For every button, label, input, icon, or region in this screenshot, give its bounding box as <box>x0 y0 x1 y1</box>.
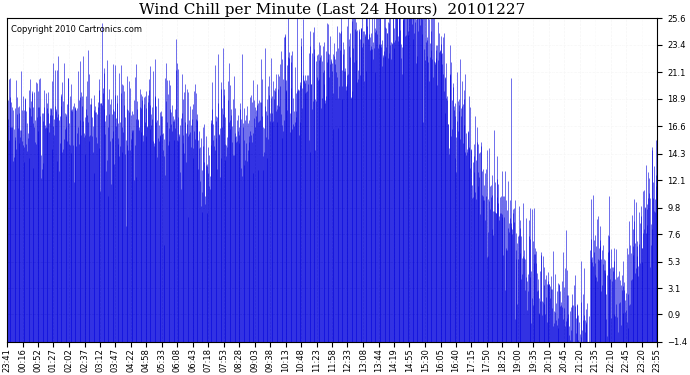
Text: Copyright 2010 Cartronics.com: Copyright 2010 Cartronics.com <box>10 25 141 34</box>
Title: Wind Chill per Minute (Last 24 Hours)  20101227: Wind Chill per Minute (Last 24 Hours) 20… <box>139 3 526 17</box>
